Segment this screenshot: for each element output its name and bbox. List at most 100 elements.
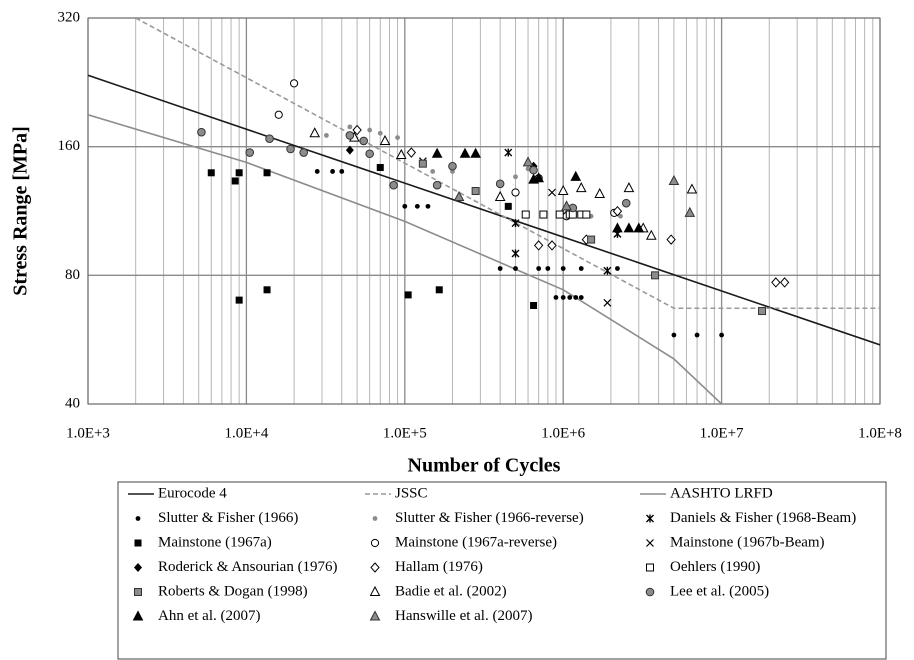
marker — [573, 295, 579, 300]
marker — [684, 206, 696, 217]
marker — [533, 172, 544, 183]
marker — [545, 266, 551, 271]
legend-box — [117, 481, 887, 660]
marker — [207, 169, 215, 177]
marker — [530, 302, 538, 310]
marker — [365, 149, 374, 159]
marker — [376, 164, 384, 172]
marker — [511, 249, 520, 258]
marker — [513, 174, 518, 180]
marker — [274, 110, 283, 119]
legend-label: JSSC — [395, 485, 428, 501]
y-tick-label: 160 — [58, 138, 81, 154]
marker — [633, 222, 645, 233]
marker — [646, 563, 654, 572]
marker — [471, 187, 480, 196]
marker — [555, 210, 564, 219]
marker — [135, 516, 141, 521]
marker — [265, 134, 274, 144]
x-tick-label: 1.0E+4 — [224, 425, 268, 441]
marker — [370, 538, 380, 548]
series-line — [88, 114, 723, 404]
y-tick-label: 80 — [65, 267, 80, 283]
legend-label: Slutter & Fisher (1966) — [158, 510, 298, 526]
marker — [587, 235, 596, 244]
marker — [339, 169, 345, 174]
marker — [612, 222, 623, 233]
marker — [578, 295, 584, 300]
marker — [134, 563, 142, 572]
legend-item: Roberts & Dogan (1998) — [134, 583, 308, 599]
marker — [132, 610, 144, 621]
marker — [646, 514, 654, 523]
legend-item: Slutter & Fisher (1966-reverse) — [372, 510, 584, 526]
marker — [134, 539, 142, 547]
marker — [370, 562, 380, 573]
marker — [645, 587, 655, 597]
marker — [425, 203, 431, 209]
legend-label: Mainstone (1967a-reverse) — [395, 534, 557, 550]
marker — [567, 295, 573, 300]
y-tick-label: 40 — [65, 395, 80, 411]
marker — [603, 266, 612, 275]
marker — [719, 332, 724, 338]
x-tick-label: 1.0E+8 — [858, 425, 902, 441]
marker — [470, 147, 481, 158]
marker — [694, 332, 700, 338]
marker — [404, 291, 412, 299]
x-tick-label: 1.0E+7 — [700, 425, 744, 441]
marker — [453, 190, 465, 201]
marker — [686, 183, 698, 194]
x-tick-label: 1.0E+5 — [383, 425, 427, 441]
legend-label: Oehlers (1990) — [670, 559, 760, 575]
legend-item: Mainstone (1967a) — [134, 534, 272, 550]
legend-item: Mainstone (1967b-Beam) — [646, 534, 825, 550]
marker — [231, 177, 239, 185]
marker — [561, 200, 572, 211]
marker — [431, 147, 443, 158]
marker — [459, 147, 471, 158]
marker — [646, 539, 654, 547]
marker — [651, 271, 660, 280]
legend-label: Roberts & Dogan (1998) — [158, 583, 308, 599]
marker — [529, 165, 538, 175]
marker — [286, 144, 295, 154]
marker — [582, 210, 591, 219]
marker — [345, 145, 354, 155]
marker — [263, 286, 271, 294]
marker — [495, 179, 505, 189]
legend-label: Eurocode 4 — [158, 485, 227, 501]
marker — [547, 240, 557, 251]
marker — [435, 286, 443, 294]
marker — [369, 610, 381, 621]
marker — [615, 266, 620, 271]
marker — [553, 295, 559, 300]
marker — [406, 147, 417, 158]
marker — [352, 124, 362, 136]
legend-item: Roderick & Ansourian (1976) — [134, 559, 338, 575]
marker — [430, 169, 436, 174]
legend-item: Slutter & Fisher (1966) — [135, 510, 298, 526]
legend-item: Oehlers (1990) — [646, 559, 760, 575]
legend-item: Hanswille et al. (2007) — [369, 608, 532, 624]
marker — [395, 135, 400, 141]
marker — [299, 148, 308, 157]
marker — [494, 190, 506, 201]
marker — [263, 169, 271, 177]
marker — [448, 161, 457, 171]
legend-item: Mainstone (1967a-reverse) — [370, 534, 557, 550]
marker — [533, 240, 544, 251]
marker — [245, 148, 255, 157]
legend-label: Lee et al. (2005) — [670, 583, 769, 599]
marker — [521, 210, 530, 219]
marker — [324, 133, 329, 138]
legend-label: Mainstone (1967b-Beam) — [670, 534, 825, 550]
marker — [309, 127, 321, 138]
marker — [402, 203, 408, 209]
marker — [623, 222, 635, 233]
marker — [671, 332, 677, 338]
marker — [621, 198, 631, 208]
marker — [578, 266, 584, 271]
legend-item: Daniels & Fisher (1968-Beam) — [646, 510, 856, 526]
